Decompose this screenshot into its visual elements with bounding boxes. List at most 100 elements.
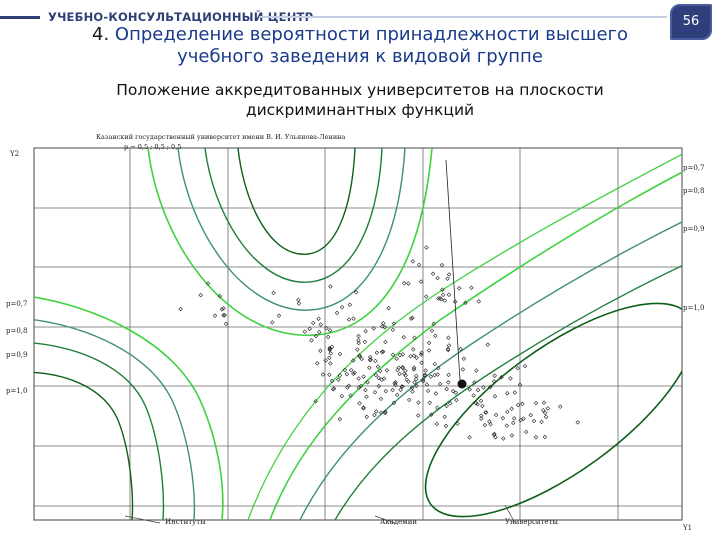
- scatter-point: [316, 316, 321, 321]
- scatter-point: [380, 349, 386, 354]
- scatter-point: [488, 384, 493, 390]
- scatter-point: [351, 371, 356, 377]
- scatter-point: [440, 287, 445, 292]
- scatter-point: [430, 271, 436, 277]
- scatter-point: [223, 321, 229, 327]
- scatter-point: [324, 325, 329, 331]
- scatter-point: [446, 335, 451, 340]
- scatter-point: [377, 368, 383, 374]
- right-label-1: p=0,8: [683, 187, 704, 195]
- scatter-point: [380, 324, 385, 329]
- scatter-point: [357, 354, 363, 359]
- scatter-point: [384, 368, 390, 373]
- scatter-point: [428, 374, 433, 379]
- scatter-point: [416, 400, 421, 405]
- scatter-point: [358, 383, 364, 389]
- scatter-point: [488, 422, 493, 427]
- scatter-point: [346, 317, 352, 322]
- scatter-point: [500, 415, 506, 421]
- scatter-point: [400, 384, 405, 389]
- scatter-point: [434, 421, 440, 427]
- scatter-point: [411, 353, 417, 358]
- scatter-point: [397, 371, 402, 377]
- figure-caption-line2: p = 0,5 ; 0,5 ; 0,5: [124, 143, 181, 151]
- scatter-point: [431, 321, 436, 327]
- scatter-point: [491, 379, 497, 384]
- scatter-point: [480, 403, 485, 409]
- scatter-point: [219, 307, 225, 312]
- scatter-point: [353, 290, 359, 295]
- scatter-point: [541, 400, 547, 405]
- scatter-point: [442, 414, 447, 420]
- scatter-point: [178, 306, 183, 312]
- left-label-1: p=0,8: [6, 327, 27, 335]
- scatter-point: [415, 413, 421, 418]
- page-number-badge: 56: [670, 4, 712, 40]
- scatter-point: [221, 313, 226, 318]
- scatter-point: [426, 340, 432, 346]
- scatter-point: [545, 406, 551, 411]
- scatter-point: [336, 377, 341, 382]
- scatter-point: [363, 328, 368, 334]
- scatter-point: [367, 357, 373, 363]
- scatter-point: [517, 382, 523, 388]
- scatter-point: [382, 409, 388, 414]
- scatter-point: [276, 313, 282, 318]
- scatter-point: [327, 355, 332, 361]
- scatter-point: [356, 385, 362, 390]
- scatter-point: [327, 328, 333, 333]
- brand-name: УЧЕБНО-КОНСУЛЬТАЦИОННЫЙ ЦЕНТР: [48, 10, 314, 24]
- scatter-point: [475, 402, 480, 407]
- scatter-point: [429, 328, 435, 333]
- scatter-point: [348, 393, 353, 398]
- scatter-point: [356, 337, 361, 343]
- scatter-point: [427, 400, 432, 405]
- scatter-point: [399, 384, 404, 389]
- leader-universities: [504, 504, 516, 524]
- scatter-point: [296, 301, 302, 306]
- scatter-point: [435, 275, 440, 281]
- scatter-point: [395, 367, 400, 373]
- discriminant-plot: Казанский государственный университет им…: [0, 126, 720, 540]
- scatter-point: [426, 348, 432, 353]
- scatter-point: [444, 403, 449, 409]
- scatter-point: [492, 373, 497, 378]
- scatter-point: [392, 380, 397, 386]
- scatter-point: [270, 320, 275, 325]
- scatter-point: [365, 380, 370, 385]
- scatter-point: [469, 285, 474, 290]
- scatter-point: [474, 368, 479, 373]
- scatter-point: [460, 367, 466, 372]
- scatter-point: [347, 302, 353, 307]
- scatter-point: [271, 290, 276, 296]
- scatter-point: [390, 387, 395, 393]
- scatter-point: [329, 378, 335, 384]
- scatter-point: [383, 339, 388, 345]
- scatter-point: [499, 375, 504, 380]
- scatter-point: [355, 347, 360, 352]
- plot-frame: [33, 147, 683, 521]
- scatter-point: [402, 371, 407, 376]
- scatter-point: [313, 399, 318, 404]
- scatter-point: [400, 352, 406, 357]
- scatter-point: [403, 373, 408, 378]
- scatter-point: [454, 397, 459, 403]
- scatter-point: [448, 401, 453, 406]
- scatter-point: [440, 292, 446, 298]
- scatter-point: [315, 361, 320, 366]
- scatter-point: [410, 347, 416, 352]
- left-label-3: p=1,0: [6, 387, 27, 395]
- scatter-point: [410, 259, 416, 264]
- scatter-point: [381, 376, 387, 381]
- scatter-point: [198, 292, 203, 298]
- scatter-point: [424, 245, 429, 250]
- group-label-institutes: Институты: [165, 518, 206, 526]
- scatter-point: [351, 316, 356, 321]
- scatter-point: [558, 404, 563, 409]
- scatter-point: [394, 392, 400, 398]
- group-label-universities: Университеты: [505, 518, 558, 526]
- scatter-point: [515, 402, 521, 408]
- left-label-2: p=0,9: [6, 351, 27, 359]
- scatter-point: [543, 414, 549, 420]
- scatter-point: [492, 394, 498, 399]
